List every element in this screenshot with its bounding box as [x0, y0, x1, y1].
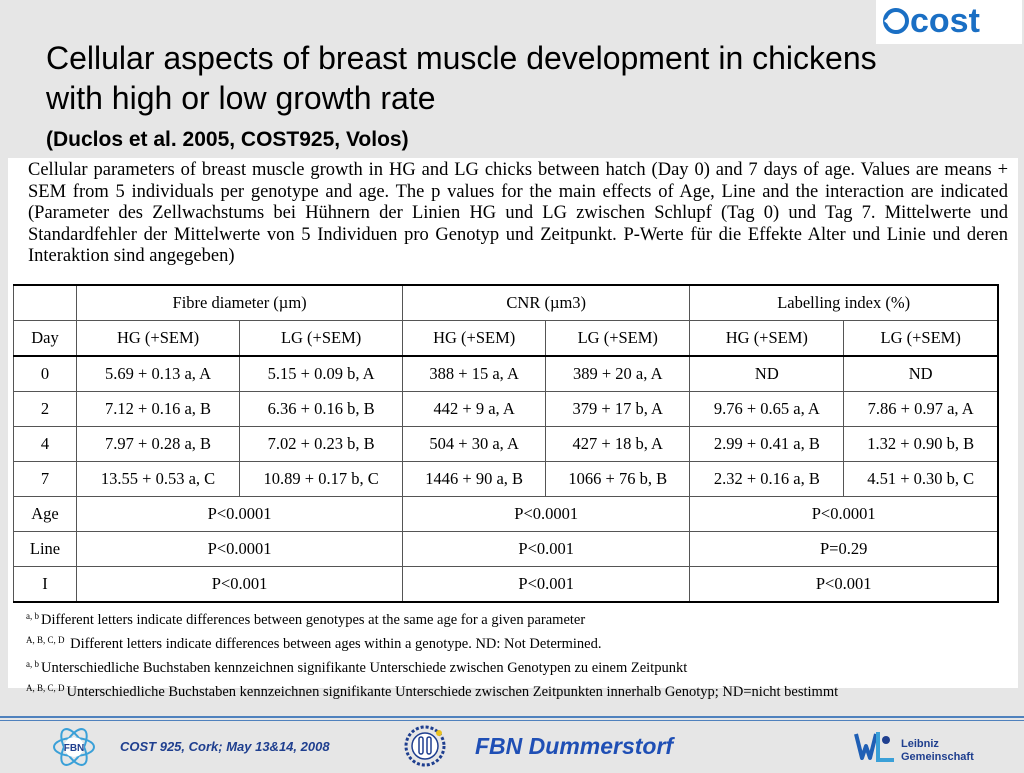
group-header-row: Fibre diameter (µm) CNR (µm3) Labelling …	[12, 284, 999, 321]
table-cell: 379 + 17 b, A	[545, 391, 691, 427]
table-cell: 2.32 + 0.16 a, B	[689, 461, 845, 497]
cost-logo-text: cost	[910, 2, 980, 40]
table-cell: 504 + 30 a, A	[402, 426, 547, 462]
group-header-fibre: Fibre diameter (µm)	[76, 284, 404, 321]
table-cell: 7.86 + 0.97 a, A	[843, 391, 999, 427]
column-header: LG (+SEM)	[545, 320, 691, 357]
footnote: a, b Unterschiedliche Buchstaben kennzeic…	[26, 654, 1016, 678]
table-cell: 1446 + 90 a, B	[402, 461, 547, 497]
stats-cell: P<0.0001	[402, 496, 691, 532]
stats-cell: P<0.001	[402, 566, 691, 603]
stats-row-line: Line P<0.0001 P<0.001 P=0.29	[12, 531, 999, 567]
table-cell: 2	[12, 391, 78, 427]
table-cell: 4.51 + 0.30 b, C	[843, 461, 999, 497]
column-header: HG (+SEM)	[689, 320, 845, 357]
footnote-text: Different letters indicate differences b…	[41, 612, 586, 628]
stats-cell: P<0.001	[689, 566, 999, 603]
table-cell: 4	[12, 426, 78, 462]
table-row: 7 13.55 + 0.53 a, C 10.89 + 0.17 b, C 14…	[12, 461, 999, 497]
table-cell: 6.36 + 0.16 b, B	[239, 391, 404, 427]
footnote: A, B, C, D Different letters indicate di…	[26, 630, 1016, 654]
stats-cell: P<0.0001	[76, 531, 404, 567]
footnote-marker: a, b	[26, 659, 39, 669]
footnote-marker: a, b	[26, 611, 39, 621]
table-cell: 0	[12, 355, 78, 392]
page-title: Cellular aspects of breast muscle develo…	[46, 40, 877, 116]
stats-cell: P<0.0001	[76, 496, 404, 532]
stats-row-interaction: I P<0.001 P<0.001 P<0.001	[12, 566, 999, 603]
footnote-text: Unterschiedliche Buchstaben kennzeichnen…	[66, 684, 839, 700]
column-header-row: Day HG (+SEM) LG (+SEM) HG (+SEM) LG (+S…	[12, 320, 999, 357]
page-subtitle: (Duclos et al. 2005, COST925, Volos)	[46, 128, 409, 151]
fbn-logo: FBN	[52, 726, 96, 768]
stats-row-age: Age P<0.0001 P<0.0001 P<0.0001	[12, 496, 999, 532]
institute-name: FBN Dummerstorf	[475, 733, 674, 759]
cost-logo: cost	[876, 0, 1022, 44]
table-cell: 5.15 + 0.09 b, A	[239, 355, 404, 392]
leibniz-logo	[852, 726, 898, 766]
leibniz-wordmark: Leibniz Gemeinschaft	[901, 738, 974, 764]
footnote: A, B, C, D Unterschiedliche Buchstaben ke…	[26, 678, 1016, 702]
column-header: HG (+SEM)	[76, 320, 241, 357]
footnotes: a, b Different letters indicate differenc…	[26, 606, 1016, 702]
table-row: 4 7.97 + 0.28 a, B 7.02 + 0.23 b, B 504 …	[12, 426, 999, 462]
table-cell: 13.55 + 0.53 a, C	[76, 461, 241, 497]
table-cell: 1066 + 76 b, B	[545, 461, 691, 497]
table-cell: 7.02 + 0.23 b, B	[239, 426, 404, 462]
footnote-text: Unterschiedliche Buchstaben kennzeichnen…	[41, 660, 688, 676]
ring-emblem-icon	[402, 724, 448, 768]
table-cell: 7	[12, 461, 78, 497]
table-cell: 9.76 + 0.65 a, A	[689, 391, 845, 427]
table-cell: ND	[689, 355, 845, 392]
group-header-labelling: Labelling index (%)	[689, 284, 999, 321]
corner-cell	[12, 284, 78, 321]
footer-rule-thin	[0, 720, 1024, 721]
column-header: LG (+SEM)	[843, 320, 999, 357]
data-table: Fibre diameter (µm) CNR (µm3) Labelling …	[12, 284, 999, 603]
table-cell: 442 + 9 a, A	[402, 391, 547, 427]
footnote-text: Different letters indicate differences b…	[66, 636, 602, 652]
table-cell: 7.12 + 0.16 a, B	[76, 391, 241, 427]
stats-cell: P<0.0001	[689, 496, 999, 532]
table-row: 2 7.12 + 0.16 a, B 6.36 + 0.16 b, B 442 …	[12, 391, 999, 427]
footnote-marker: A, B, C, D	[26, 683, 65, 693]
table-cell: 5.69 + 0.13 a, A	[76, 355, 241, 392]
footer-rule	[0, 716, 1024, 718]
table-cell: 389 + 20 a, A	[545, 355, 691, 392]
footnote: a, b Different letters indicate differenc…	[26, 606, 1016, 630]
stats-label: I	[12, 566, 78, 603]
table-cell: ND	[843, 355, 999, 392]
table-row: 0 5.69 + 0.13 a, A 5.15 + 0.09 b, A 388 …	[12, 355, 999, 392]
fbn-logo-text: FBN	[64, 743, 85, 754]
stats-cell: P<0.001	[402, 531, 691, 567]
leibniz-line2: Gemeinschaft	[901, 751, 974, 763]
column-header: LG (+SEM)	[239, 320, 404, 357]
table-cell: 388 + 15 a, A	[402, 355, 547, 392]
stats-cell: P<0.001	[76, 566, 404, 603]
leibniz-line1: Leibniz	[901, 738, 939, 750]
column-header: HG (+SEM)	[402, 320, 547, 357]
table-cell: 2.99 + 0.41 a, B	[689, 426, 845, 462]
stats-label: Line	[12, 531, 78, 567]
group-header-cnr: CNR (µm3)	[402, 284, 691, 321]
event-info: COST 925, Cork; May 13&14, 2008	[120, 739, 330, 754]
table-cell: 427 + 18 b, A	[545, 426, 691, 462]
column-header: Day	[12, 320, 78, 357]
table-cell: 1.32 + 0.90 b, B	[843, 426, 999, 462]
stats-cell: P=0.29	[689, 531, 999, 567]
footnote-marker: A, B, C, D	[26, 635, 65, 645]
table-cell: 7.97 + 0.28 a, B	[76, 426, 241, 462]
table-cell: 10.89 + 0.17 b, C	[239, 461, 404, 497]
table-caption: Cellular parameters of breast muscle gro…	[28, 160, 1008, 266]
stats-label: Age	[12, 496, 78, 532]
